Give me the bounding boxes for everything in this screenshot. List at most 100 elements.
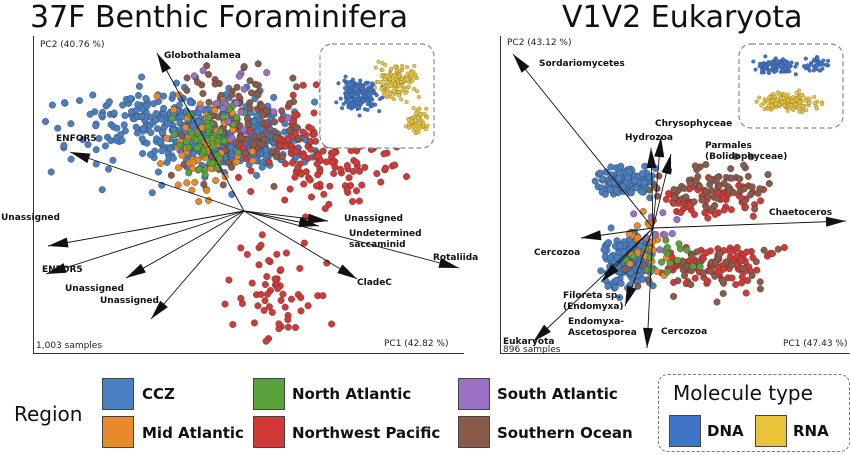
south-atlantic-point [237, 108, 245, 116]
inset-rna-point [376, 80, 381, 85]
ccz-point [601, 190, 609, 198]
northwest-pacific-point [738, 279, 746, 287]
southern-ocean-point [215, 80, 223, 87]
south-atlantic-point [235, 72, 243, 80]
northwest-pacific-point [361, 163, 369, 171]
inset-rna-point [782, 103, 787, 108]
inset-dna-point [821, 58, 826, 63]
southern-ocean-point [292, 123, 300, 131]
northwest-pacific-point [235, 173, 242, 181]
loading-arrow-9 [646, 227, 654, 349]
ccz-point [605, 239, 612, 247]
southern-ocean-point [270, 182, 278, 190]
mid-atlantic-point [183, 179, 191, 187]
southern-ocean-point [653, 192, 661, 200]
northwest-pacific-point [307, 145, 315, 153]
northwest-pacific-point [271, 275, 279, 283]
loading-label-7-line1: saccaminid [349, 240, 406, 250]
ccz-point [620, 248, 628, 256]
ccz-point [615, 174, 623, 182]
south-atlantic-point [190, 72, 198, 80]
northwest-pacific-point [299, 153, 307, 160]
ccz-point [76, 97, 83, 105]
north-atlantic-point [193, 144, 201, 152]
mid-atlantic-point [182, 123, 190, 131]
ccz-point [227, 143, 235, 151]
ccz-point [606, 186, 614, 194]
southern-ocean-point [271, 134, 279, 142]
inset-rna-point [417, 125, 422, 130]
inset-dna-point [360, 98, 365, 103]
loading-label-8: Rotaliida [433, 253, 478, 263]
inset-rna-point [385, 74, 390, 79]
northwest-pacific-point [312, 81, 320, 89]
inset-rna-point [399, 97, 404, 102]
loading-arrowhead-4 [126, 263, 146, 278]
southern-ocean-point [728, 261, 736, 269]
northwest-pacific-point [753, 266, 761, 274]
northwest-pacific-point [284, 323, 292, 331]
south-atlantic-point [213, 99, 221, 107]
mid-atlantic-point [153, 92, 161, 100]
southern-ocean-point [228, 163, 236, 171]
loading-label-1: ENFOR5 [56, 134, 97, 144]
inset-rna-point [424, 115, 429, 120]
inset-rna-point [807, 100, 812, 105]
inset-rna-point [393, 64, 398, 69]
southern-ocean-point [240, 63, 248, 71]
south-atlantic-point [199, 67, 207, 74]
ccz-point [79, 136, 87, 144]
northwest-pacific-point [403, 173, 410, 181]
inset-dna-point [820, 66, 825, 71]
inset-dna-point [787, 69, 792, 74]
southern-ocean-point [713, 298, 721, 306]
inset-rna-point [754, 99, 759, 104]
south-atlantic-point [263, 69, 271, 77]
ccz-point [270, 93, 278, 101]
northwest-pacific-point [670, 199, 677, 207]
ccz-point [138, 73, 146, 81]
ccz-point [67, 155, 75, 163]
north-atlantic-point [170, 131, 178, 138]
ccz-point [253, 171, 261, 179]
inset-dna-point [774, 68, 779, 73]
inset-rna-point [797, 104, 802, 109]
inset-rna-point [383, 62, 388, 67]
ccz-point [625, 168, 633, 176]
inset-rna-point [386, 89, 391, 94]
ccz-point [604, 282, 612, 290]
inset-rna-point [797, 88, 802, 93]
north-atlantic-point [216, 128, 224, 135]
inset-dna-point [802, 64, 807, 69]
loading-arrowhead-6 [601, 264, 619, 282]
inset-dna-point [377, 109, 382, 114]
southern-ocean-point [205, 71, 213, 78]
inset-dna-point [757, 64, 762, 69]
southern-ocean-point [278, 107, 286, 115]
northwest-pacific-point [282, 249, 290, 257]
loading-arrowhead-5 [581, 230, 602, 241]
southern-ocean-point [688, 253, 696, 261]
inset-dna-point [815, 56, 820, 61]
southern-ocean-point [199, 90, 207, 97]
northwest-pacific-point [261, 281, 269, 288]
mid-atlantic-point [163, 134, 171, 142]
north-atlantic-point [176, 141, 184, 149]
north-atlantic-point [187, 129, 195, 137]
ccz-point [105, 165, 112, 173]
southern-ocean-point [194, 78, 201, 86]
north-atlantic-point [689, 262, 697, 270]
ccz-point [42, 118, 49, 125]
ccz-point [311, 98, 319, 106]
ccz-point [624, 173, 632, 181]
inset-rna-point [411, 114, 416, 119]
northwest-pacific-point [255, 261, 263, 269]
ccz-point [132, 106, 140, 114]
inset-rna-point [373, 65, 378, 70]
southern-ocean-point [258, 140, 266, 148]
southern-ocean-point [713, 194, 721, 202]
northwest-pacific-point [733, 244, 741, 252]
ccz-point [143, 139, 151, 147]
northwest-pacific-point [337, 165, 345, 173]
southern-ocean-point [254, 91, 262, 99]
